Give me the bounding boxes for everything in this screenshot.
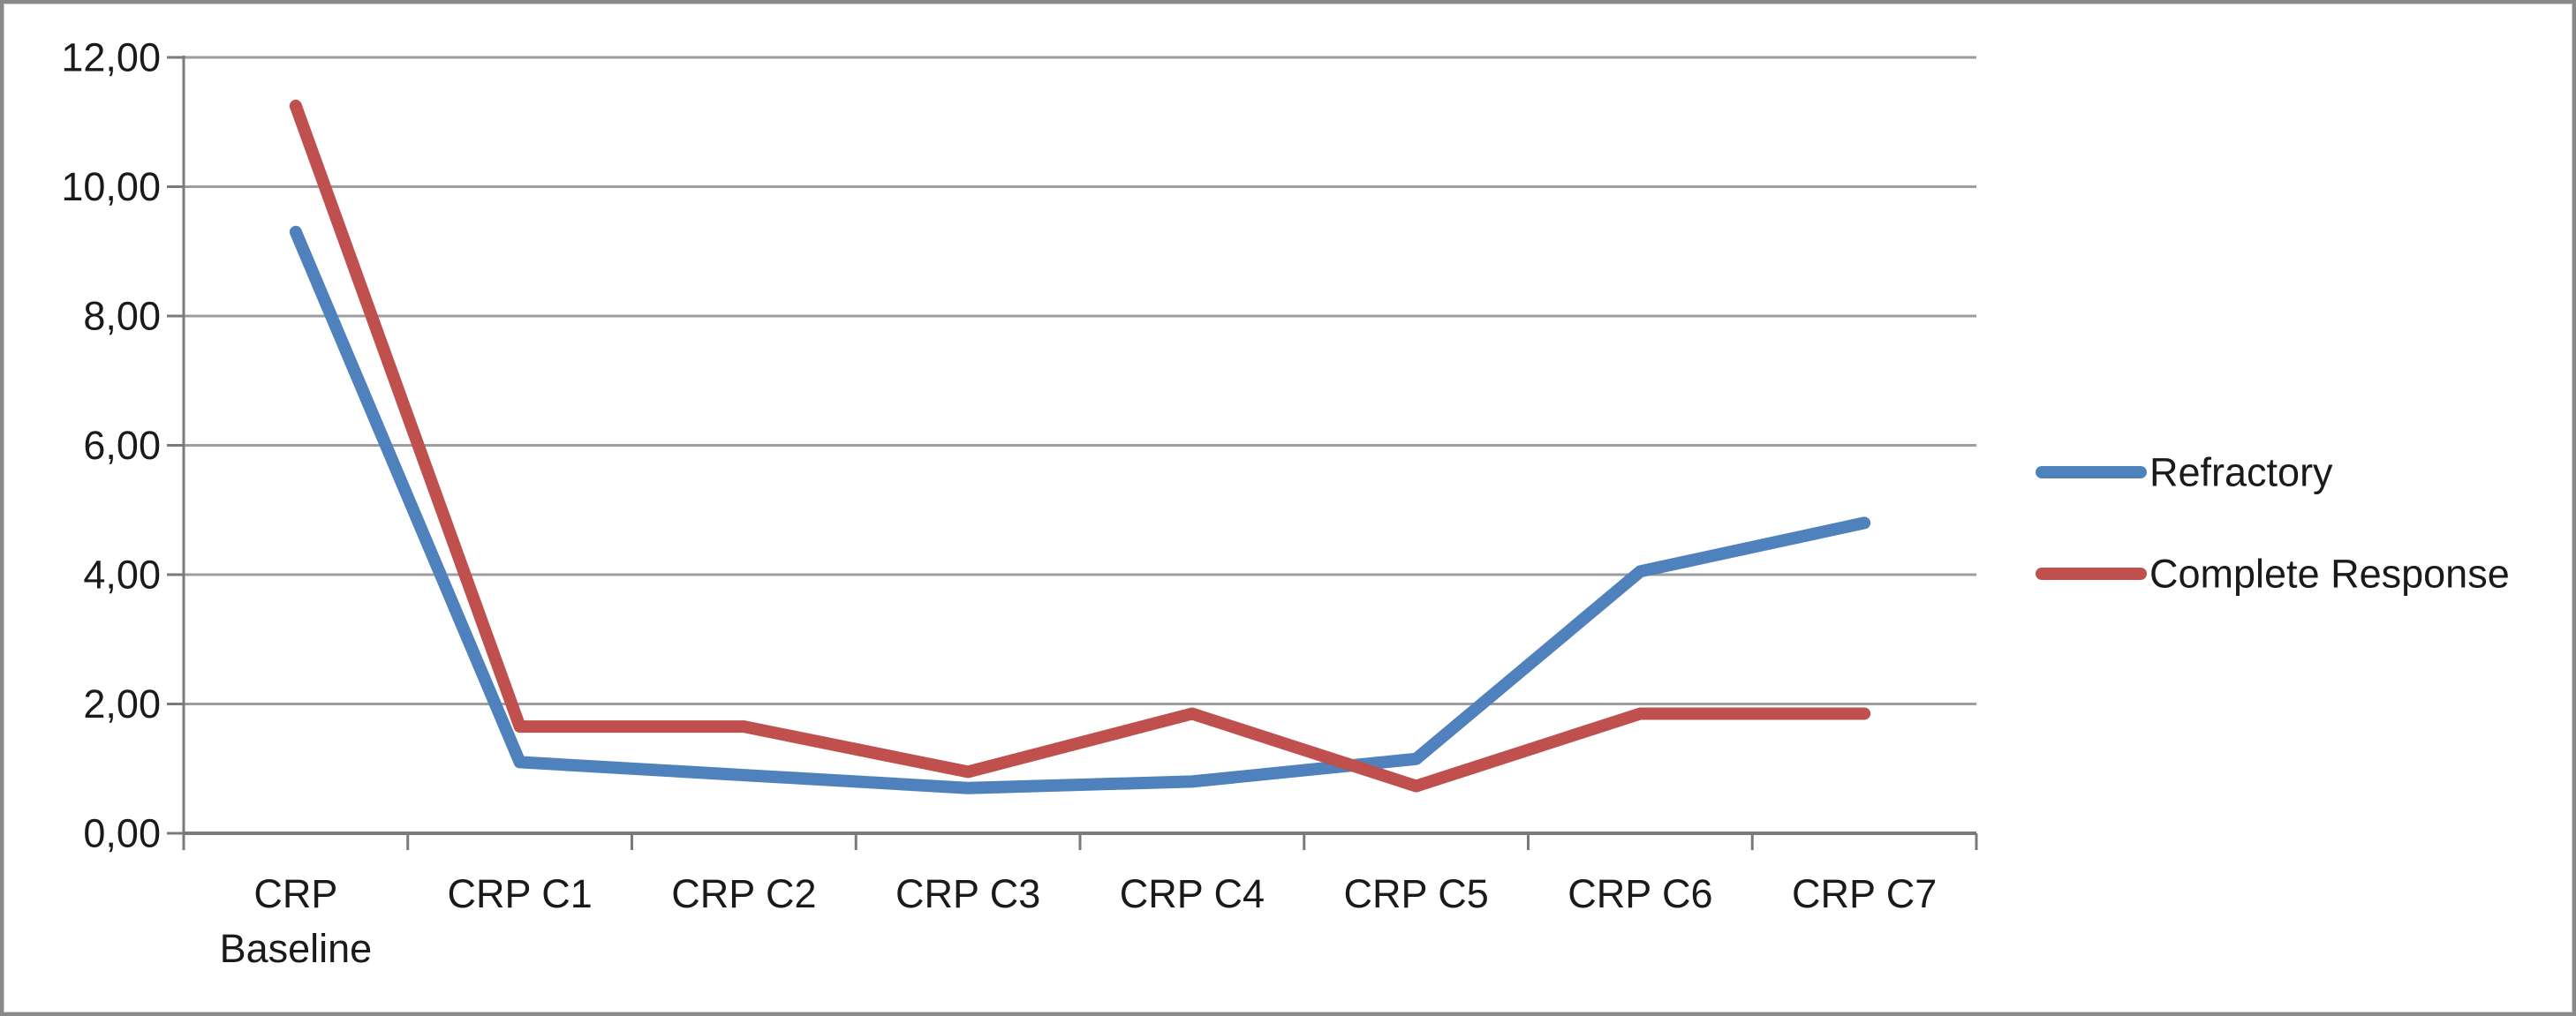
- y-axis-group: [167, 56, 185, 850]
- legend: Refractory Complete Response: [2036, 450, 2510, 597]
- y-axis-tick-label: 4,00: [83, 553, 161, 598]
- legend-label: Complete Response: [2149, 552, 2510, 597]
- x-axis-tick-label: CRP C5: [1344, 871, 1489, 916]
- x-axis-tick-label: CRP C6: [1568, 871, 1712, 916]
- y-axis-tick-label: 10,00: [61, 164, 161, 209]
- series-line-refractory: [289, 225, 1871, 794]
- y-axis-tick-label: 6,00: [83, 423, 161, 468]
- x-axis-tick-label: CRP C4: [1120, 871, 1265, 916]
- x-axis-tick-label: CRP C3: [895, 871, 1040, 916]
- x-axis-tick-label: Baseline: [220, 926, 373, 971]
- y-axis-tick-label: 12,00: [61, 35, 161, 80]
- legend-label: Refractory: [2149, 450, 2333, 495]
- x-axis-tick-labels: CRP Baseline CRP C1 CRP C2 CRP C3 CRP C4 CRP C…: [220, 871, 1938, 971]
- series-lines-group: [289, 99, 1871, 794]
- x-axis-group: [182, 832, 1978, 850]
- series-line-complete-response: [289, 99, 1871, 793]
- x-axis-tick-label: CRP: [253, 871, 337, 916]
- y-axis-tick-label: 2,00: [83, 681, 161, 726]
- y-axis-tick-label: 0,00: [83, 811, 161, 856]
- x-axis-tick-label: CRP C1: [448, 871, 593, 916]
- x-axis-tick-label: CRP C7: [1792, 871, 1937, 916]
- y-axis-tick-label: 8,00: [83, 294, 161, 339]
- x-axis-tick-label: CRP C2: [671, 871, 816, 916]
- y-axis-tick-labels: 0,00 2,00 4,00 6,00 8,00 10,00 12,00: [61, 35, 161, 856]
